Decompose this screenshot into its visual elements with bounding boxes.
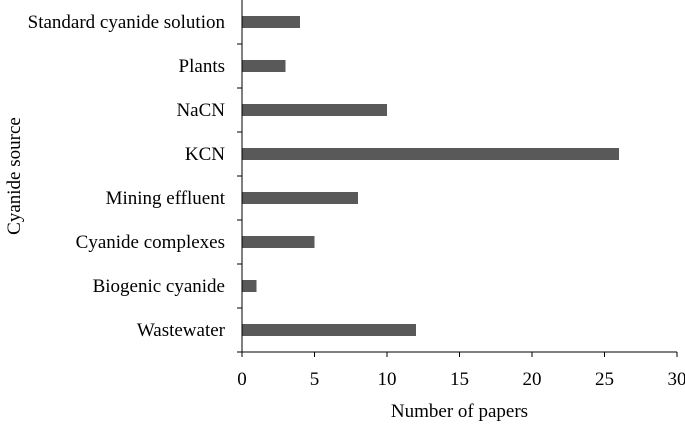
y-tick-label: Plants (179, 56, 225, 77)
x-axis-title: Number of papers (391, 401, 528, 422)
bar-2 (242, 104, 387, 116)
x-tick-label: 30 (668, 369, 685, 390)
x-tick-label: 15 (450, 369, 469, 390)
bar-4 (242, 192, 358, 204)
bars-layer (242, 16, 619, 336)
x-tick-label: 10 (378, 369, 397, 390)
x-tick-label: 25 (595, 369, 614, 390)
bar-5 (242, 236, 315, 248)
y-tick-label: Biogenic cyanide (93, 276, 225, 297)
y-axis-title: Cyanide source (4, 117, 25, 235)
y-tick-label: KCN (185, 144, 225, 165)
y-tick-label: Mining effluent (106, 188, 226, 209)
x-tick-label: 20 (523, 369, 542, 390)
bar-1 (242, 60, 286, 72)
x-ticks-layer: 0 5 10 15 20 25 30 (237, 352, 685, 390)
bar-7 (242, 324, 416, 336)
y-tick-label: NaCN (176, 100, 225, 121)
bar-6 (242, 280, 257, 292)
y-tick-label: Wastewater (137, 320, 226, 341)
y-tick-label: Standard cyanide solution (28, 12, 226, 33)
y-labels-layer: Standard cyanide solution Plants NaCN KCN Mi… (28, 12, 242, 352)
x-tick-label: 5 (310, 369, 320, 390)
bar-3 (242, 148, 619, 160)
x-tick-label: 0 (237, 369, 247, 390)
y-tick-label: Cyanide complexes (76, 232, 225, 253)
bar-0 (242, 16, 300, 28)
